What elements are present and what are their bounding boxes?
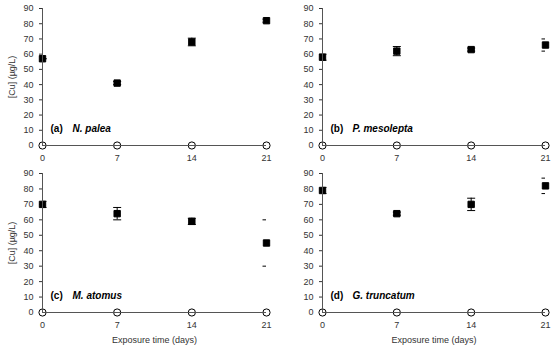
svg-text:20: 20 — [303, 276, 313, 286]
svg-text:21: 21 — [540, 320, 550, 330]
svg-text:50: 50 — [303, 64, 313, 74]
svg-text:0: 0 — [40, 320, 45, 330]
svg-text:0: 0 — [308, 307, 313, 317]
svg-text:7: 7 — [394, 153, 399, 163]
svg-text:0: 0 — [320, 153, 325, 163]
svg-text:[Cu] (µg/L): [Cu] (µg/L) — [7, 222, 17, 265]
svg-text:21: 21 — [261, 153, 271, 163]
svg-text:[Cu] (µg/L): [Cu] (µg/L) — [7, 56, 17, 99]
svg-text:M. atomus: M. atomus — [73, 290, 123, 301]
svg-text:0: 0 — [28, 307, 33, 317]
svg-text:90: 90 — [303, 168, 313, 178]
svg-text:21: 21 — [540, 153, 550, 163]
svg-text:G. truncatum: G. truncatum — [353, 290, 415, 301]
svg-text:0: 0 — [308, 140, 313, 150]
svg-text:14: 14 — [187, 320, 197, 330]
svg-text:20: 20 — [23, 276, 33, 286]
svg-text:(a): (a) — [51, 123, 63, 134]
svg-text:P. mesolepta: P. mesolepta — [353, 123, 414, 134]
svg-text:80: 80 — [303, 184, 313, 194]
svg-text:70: 70 — [23, 34, 33, 44]
svg-text:50: 50 — [23, 64, 33, 74]
svg-text:21: 21 — [261, 320, 271, 330]
svg-text:60: 60 — [303, 215, 313, 225]
svg-text:7: 7 — [115, 153, 120, 163]
svg-text:Exposure time (days): Exposure time (days) — [112, 335, 197, 345]
svg-text:80: 80 — [23, 184, 33, 194]
svg-text:10: 10 — [303, 292, 313, 302]
svg-text:40: 40 — [303, 246, 313, 256]
svg-text:0: 0 — [320, 320, 325, 330]
svg-text:(b): (b) — [331, 123, 344, 134]
svg-text:7: 7 — [394, 320, 399, 330]
svg-text:80: 80 — [303, 19, 313, 29]
svg-text:60: 60 — [23, 49, 33, 59]
svg-text:(d): (d) — [331, 290, 344, 301]
svg-text:90: 90 — [23, 168, 33, 178]
svg-text:10: 10 — [303, 125, 313, 135]
svg-text:0: 0 — [28, 140, 33, 150]
svg-text:(c): (c) — [51, 290, 63, 301]
svg-text:Exposure time (days): Exposure time (days) — [391, 335, 476, 345]
svg-text:60: 60 — [303, 49, 313, 59]
svg-text:14: 14 — [466, 320, 476, 330]
svg-text:70: 70 — [23, 199, 33, 209]
svg-text:70: 70 — [303, 34, 313, 44]
svg-text:14: 14 — [466, 153, 476, 163]
svg-text:60: 60 — [23, 215, 33, 225]
svg-text:50: 50 — [23, 230, 33, 240]
svg-text:80: 80 — [23, 19, 33, 29]
svg-text:90: 90 — [303, 3, 313, 13]
svg-text:10: 10 — [23, 292, 33, 302]
svg-text:30: 30 — [23, 95, 33, 105]
svg-text:20: 20 — [23, 110, 33, 120]
svg-text:30: 30 — [23, 261, 33, 271]
svg-text:70: 70 — [303, 199, 313, 209]
svg-text:90: 90 — [23, 3, 33, 13]
svg-text:40: 40 — [23, 79, 33, 89]
svg-text:40: 40 — [23, 246, 33, 256]
svg-text:30: 30 — [303, 95, 313, 105]
svg-text:20: 20 — [303, 110, 313, 120]
svg-text:N. palea: N. palea — [73, 123, 112, 134]
svg-text:7: 7 — [115, 320, 120, 330]
svg-text:10: 10 — [23, 125, 33, 135]
svg-text:0: 0 — [40, 153, 45, 163]
svg-text:40: 40 — [303, 79, 313, 89]
svg-text:50: 50 — [303, 230, 313, 240]
svg-text:14: 14 — [187, 153, 197, 163]
svg-text:30: 30 — [303, 261, 313, 271]
